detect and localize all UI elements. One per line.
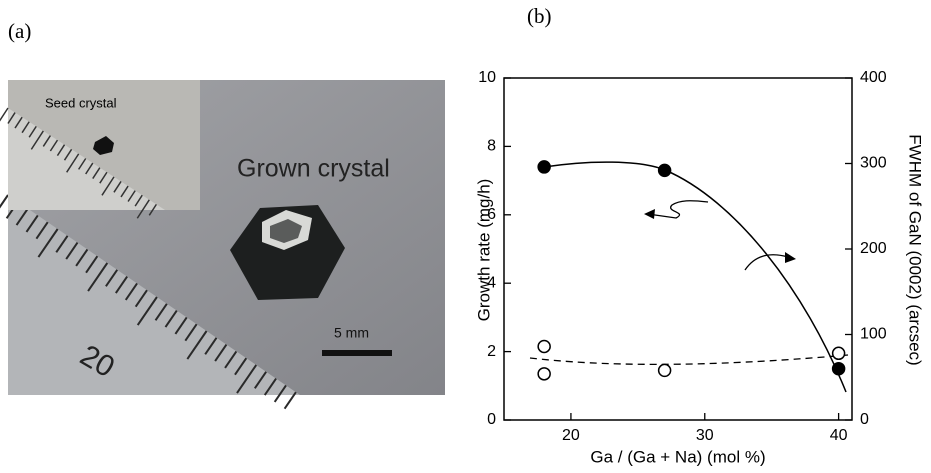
x-tick-label: 20	[562, 427, 580, 444]
ruler-tick	[21, 121, 30, 134]
ruler-tick	[0, 107, 9, 122]
ruler-tick	[66, 153, 80, 173]
ruler-tick	[134, 194, 143, 207]
ruler-tick	[115, 276, 128, 294]
ruler-tick	[105, 269, 119, 287]
ruler-tick	[134, 289, 148, 308]
ruler-tick	[0, 194, 9, 209]
inset-label: Seed crystal	[45, 95, 117, 110]
ruler-tick	[120, 185, 129, 198]
y-tick-label: 2	[487, 343, 496, 360]
point	[657, 363, 672, 378]
arrow-head	[644, 209, 655, 219]
ruler-tick	[92, 167, 101, 179]
ruler-tick	[263, 378, 277, 396]
ruler-tick	[186, 330, 208, 360]
y-tick-label: 8	[487, 138, 496, 155]
scale-bar-label: 5 mm	[334, 325, 369, 341]
x-tick-label: 40	[830, 427, 848, 444]
ruler-tick	[49, 139, 59, 152]
photo: Seed crystal Grown crystal 5 mm 20	[0, 80, 445, 410]
ruler-tick	[35, 221, 49, 240]
y2-tick-label: 400	[860, 69, 887, 86]
y-tick-label: 6	[487, 206, 496, 223]
ruler-tick	[30, 130, 44, 150]
y2-tick-label: 300	[860, 155, 887, 172]
ruler-tick	[78, 158, 87, 170]
arrow	[647, 200, 709, 219]
ruler-tick	[234, 357, 248, 376]
ruler-tick	[37, 228, 59, 258]
ruler-tick	[136, 199, 150, 219]
ruler-tick	[148, 203, 157, 216]
ruler-tick	[184, 323, 198, 342]
arrow	[744, 254, 789, 271]
panel-label: (a)	[8, 19, 31, 43]
ruler-tick	[224, 350, 238, 369]
ruler-tick	[25, 214, 39, 233]
ruler-tick	[85, 162, 94, 175]
point	[537, 160, 551, 174]
point	[831, 361, 846, 376]
y2-tick-label: 100	[860, 326, 887, 343]
ruler-tick	[124, 282, 138, 301]
x-axis-label: Ga / (Ga + Na) (mol %)	[590, 447, 765, 466]
point	[657, 163, 672, 178]
ruler-tick	[136, 296, 158, 326]
fit-curve	[543, 161, 847, 393]
ruler-tick	[63, 148, 73, 161]
plot-frame	[503, 77, 853, 421]
ruler-tick	[14, 116, 23, 129]
ruler-tick	[254, 371, 267, 389]
arrow-head	[785, 252, 796, 263]
ruler-tick	[113, 181, 122, 193]
y-tick-label: 0	[487, 411, 496, 428]
ruler-tick	[204, 337, 218, 355]
ruler-tick	[214, 344, 228, 362]
ruler-tick	[99, 171, 108, 184]
fit-curve	[529, 354, 849, 366]
ruler-tick	[55, 235, 69, 253]
ruler-tick	[154, 303, 168, 321]
point	[831, 346, 846, 361]
ruler-tick	[85, 255, 99, 274]
photo-label: Grown crystal	[237, 155, 390, 183]
y-axis-label: Growth rate (mg/h)	[474, 179, 493, 322]
ruler-tick	[7, 112, 16, 124]
ruler-tick	[164, 310, 178, 328]
ruler-tick	[15, 208, 29, 226]
y-tick-label: 4	[487, 274, 496, 291]
ruler-tick	[236, 364, 258, 394]
ruler-tick	[28, 125, 37, 138]
y2-axis-label: FWHM of GaN (0002) (arcsec)	[906, 134, 925, 365]
y2-tick-label: 200	[860, 240, 887, 257]
ruler-tick	[273, 384, 287, 403]
ruler-tick	[127, 190, 136, 202]
ruler-tick	[42, 135, 52, 147]
ruler-tick	[65, 242, 79, 260]
ruler-tick	[75, 248, 89, 267]
ruler-tick	[56, 144, 66, 157]
ruler-tick	[283, 391, 297, 410]
point	[537, 339, 551, 354]
panel-label: (b)	[527, 4, 552, 28]
y-tick-label: 10	[478, 69, 496, 86]
ruler-tick	[174, 316, 188, 335]
x-tick-label: 30	[696, 427, 714, 444]
ruler-tick	[87, 262, 109, 292]
point	[537, 367, 551, 381]
y2-tick-label: 0	[860, 411, 869, 428]
ruler-tick	[101, 176, 115, 196]
